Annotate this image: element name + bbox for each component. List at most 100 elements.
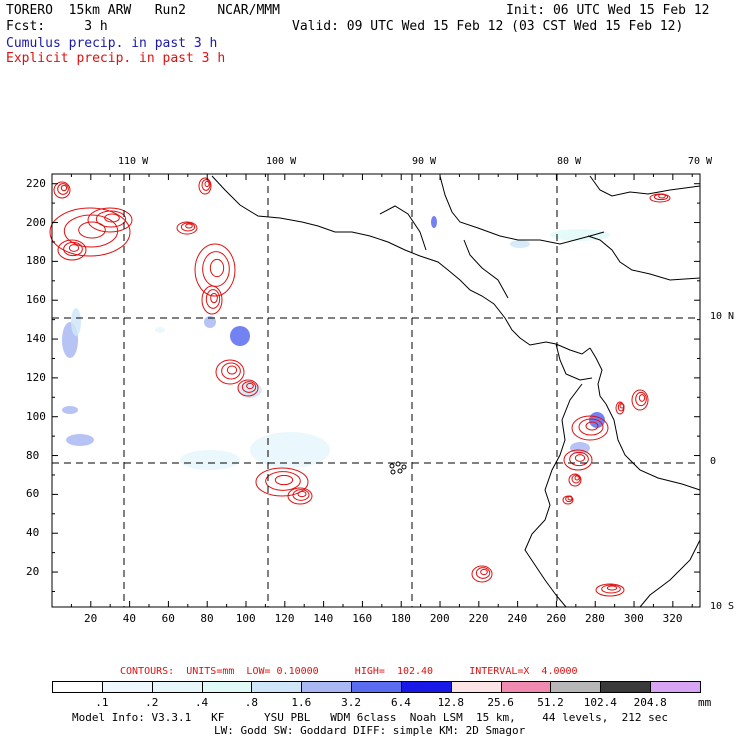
- colorbar-label: 6.4: [391, 696, 411, 709]
- coastline: [211, 175, 591, 355]
- precip-contour: [246, 382, 254, 390]
- precip-contour: [585, 421, 599, 431]
- colorbar-bin: [151, 681, 203, 693]
- y-tick-label: 80: [26, 448, 40, 462]
- precip-contour: [87, 207, 133, 233]
- colorbar-label: 51.2: [537, 696, 564, 709]
- lat-lon-grid: [52, 174, 700, 607]
- colorbar-bin: [351, 681, 402, 693]
- precip-contour: [60, 184, 68, 192]
- precip-contour: [205, 289, 221, 309]
- colorbar-label: .4: [194, 696, 209, 709]
- cumulus-area: [66, 434, 94, 446]
- coastline: [439, 175, 605, 245]
- colorbar-bin: [600, 681, 652, 693]
- precip-contour: [471, 565, 493, 583]
- coastline: [589, 175, 701, 197]
- colorbar-bin: [101, 681, 153, 693]
- precip-contour: [180, 222, 196, 232]
- colorbar-label: 3.2: [341, 696, 362, 709]
- coastline: [589, 347, 607, 405]
- colorbar-bin: [550, 681, 602, 693]
- cumulus-area: [250, 432, 330, 468]
- precip-contour: [241, 381, 257, 393]
- y-tick-label: 60: [26, 487, 40, 501]
- coastline: [639, 539, 701, 608]
- precip-contour: [226, 365, 238, 375]
- colorbar-bin: [400, 681, 452, 693]
- valid-time: Valid: 09 UTC Wed 15 Feb 12 (03 CST Wed …: [292, 19, 684, 34]
- colorbar-label: .1: [95, 696, 109, 709]
- colorbar-bin: [301, 681, 353, 693]
- precip-contour: [578, 418, 604, 436]
- precip-contour: [237, 379, 259, 397]
- forecast-hour: Fcst: 3 h: [6, 19, 108, 34]
- x-tick-label: 100: [235, 612, 256, 625]
- x-tick-label: 80: [200, 612, 214, 625]
- cumulus-precip-shading: [62, 216, 610, 470]
- precip-contour: [185, 223, 193, 229]
- precip-contour: [57, 239, 87, 261]
- precip-contour: [201, 285, 223, 315]
- physics-info: LW: Godd SW: Goddard DIFF: simple KM: 2D…: [214, 724, 526, 737]
- precip-contour: [635, 391, 647, 407]
- precip-contour: [601, 584, 621, 594]
- contours-info: CONTOURS: UNITS=mm LOW= 0.10000 HIGH= 10…: [120, 666, 578, 677]
- precip-contour: [215, 359, 245, 385]
- precip-contour: [49, 207, 131, 257]
- colorbar-bin: [201, 681, 253, 693]
- lon-label: 70 W: [688, 156, 713, 167]
- precip-contour: [68, 244, 80, 252]
- y-tick-label: 220: [26, 176, 46, 190]
- x-tick-label: 240: [507, 612, 528, 625]
- coastlines: [211, 175, 701, 608]
- coastline: [555, 343, 593, 381]
- cumulus-area: [204, 316, 216, 328]
- precip-contour: [176, 221, 198, 235]
- lat-label: 10 N: [710, 311, 735, 322]
- map-frame: [51, 173, 701, 608]
- precip-contour: [201, 179, 211, 191]
- precip-contour: [198, 177, 212, 195]
- colorbar-bin: [450, 681, 502, 693]
- precip-contour: [221, 362, 241, 380]
- cumulus-area: [431, 216, 437, 228]
- x-tick-label: 60: [161, 612, 175, 625]
- y-tick-label: 160: [26, 293, 46, 307]
- colorbar-bin: [251, 681, 303, 693]
- coastline: [379, 205, 427, 251]
- precip-contour: [204, 180, 210, 188]
- precip-contour: [57, 183, 69, 195]
- precip-contour: [210, 292, 218, 304]
- y-tick-label: 20: [26, 565, 40, 579]
- precip-contour: [297, 490, 307, 498]
- precip-contour: [480, 568, 488, 576]
- legend-explicit: Explicit precip. in past 3 h: [6, 51, 226, 66]
- y-tick-label: 100: [26, 409, 46, 423]
- precip-contour: [569, 451, 589, 467]
- legend-cumulus: Cumulus precip. in past 3 h: [6, 36, 218, 51]
- colorbar-label: .8: [244, 696, 259, 709]
- y-tick-label: 40: [26, 526, 40, 540]
- y-tick-label: 120: [26, 370, 46, 384]
- colorbar-label: .2: [145, 696, 159, 709]
- lat-label: 10 S: [710, 601, 735, 612]
- island: [397, 468, 403, 474]
- island: [401, 464, 407, 470]
- precip-contour: [255, 467, 309, 497]
- x-tick-label: 20: [84, 612, 98, 625]
- precip-contour: [194, 243, 236, 297]
- x-tick-label: 280: [585, 612, 605, 625]
- island: [389, 463, 395, 469]
- precip-contour: [658, 193, 666, 199]
- precip-contour: [95, 210, 127, 228]
- cumulus-area: [180, 450, 240, 470]
- precip-contour: [571, 415, 609, 441]
- colorbar-label: 25.6: [487, 696, 514, 709]
- island: [395, 461, 401, 467]
- precip-contour: [274, 474, 294, 486]
- init-time: Init: 06 UTC Wed 15 Feb 12: [506, 3, 710, 18]
- lon-label: 110 W: [118, 156, 149, 167]
- cumulus-area: [155, 327, 165, 333]
